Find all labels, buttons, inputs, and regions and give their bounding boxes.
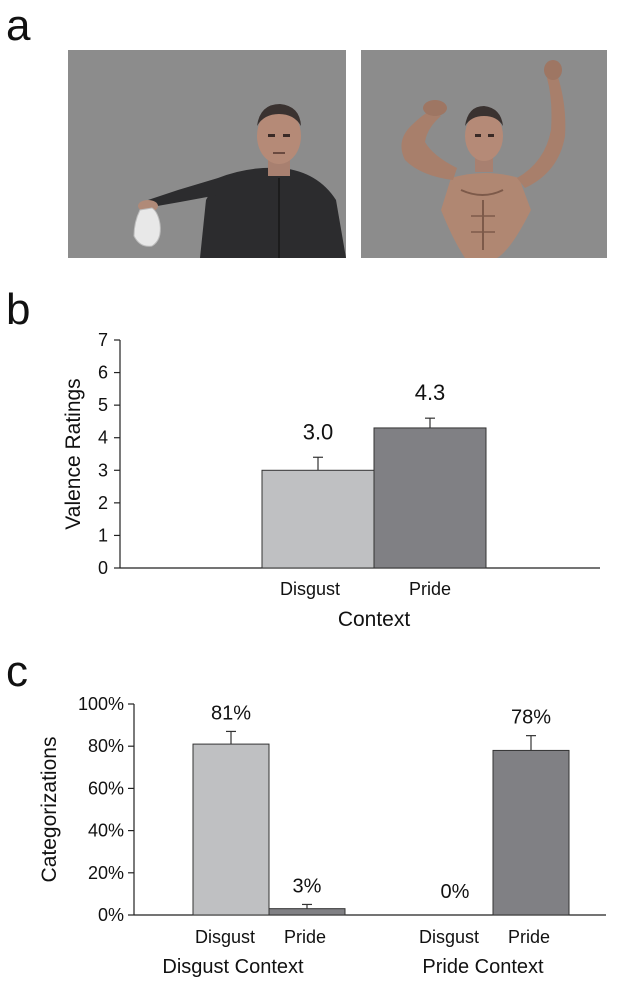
bar-disgust-context-disgust	[192, 743, 270, 916]
y-tick-label: 4	[98, 428, 108, 448]
bar-disgust-context-pride	[268, 908, 346, 916]
y-tick-label: 60%	[88, 778, 124, 798]
group-label: Pride Context	[422, 956, 544, 978]
y-tick-label: 2	[98, 493, 108, 513]
y-tick-label: 40%	[88, 821, 124, 841]
group-label: Disgust Context	[162, 956, 304, 978]
bar-pride-context-pride	[492, 749, 570, 916]
bar-disgust	[261, 469, 375, 569]
y-tick-label: 6	[98, 363, 108, 383]
x-tick-label: Pride	[508, 927, 550, 947]
data-label: 81%	[211, 702, 251, 724]
y-tick-label: 80%	[88, 736, 124, 756]
x-tick-label: Disgust	[195, 927, 255, 947]
categorizations-bar-chart: 0% 20% 40% 60% 80% 100% Categorizations 81% Disg…	[38, 694, 606, 978]
valence-ratings-bar-chart: 0 1 2 3 4 5 6 7 Valence Ratings 3.0 Disgust 4.3 Prid…	[62, 330, 600, 631]
x-tick-label: Pride	[284, 927, 326, 947]
x-tick-label: Pride	[409, 579, 451, 599]
pride-context-illustration	[361, 50, 607, 258]
data-label: 3%	[293, 875, 322, 897]
data-label: 78%	[511, 707, 551, 729]
y-tick-label: 5	[98, 395, 108, 415]
man-flexing-muscular-body-photo	[361, 50, 607, 258]
y-tick-label: 1	[98, 525, 108, 545]
x-tick-label: Disgust	[280, 579, 340, 599]
y-tick-label: 3	[98, 460, 108, 480]
man-holding-dirty-underwear-photo	[68, 50, 346, 258]
y-tick-label: 0	[98, 558, 108, 578]
y-tick-label: 0%	[98, 905, 124, 925]
data-label: 3.0	[303, 419, 334, 444]
y-axis-title: Categorizations	[38, 737, 61, 883]
panel-label-c: c	[6, 647, 28, 696]
y-tick-label: 100%	[78, 694, 124, 714]
panel-label-b: b	[6, 285, 31, 334]
x-axis-title: Context	[338, 608, 411, 631]
panel-label-a: a	[6, 1, 31, 50]
data-label: 4.3	[415, 380, 446, 405]
y-tick-label: 20%	[88, 863, 124, 883]
data-label: 0%	[441, 881, 470, 903]
y-axis-title: Valence Ratings	[62, 378, 85, 529]
y-tick-label: 7	[98, 330, 108, 350]
disgust-context-illustration	[68, 50, 346, 258]
bar-pride	[373, 427, 487, 569]
x-tick-label: Disgust	[419, 927, 479, 947]
